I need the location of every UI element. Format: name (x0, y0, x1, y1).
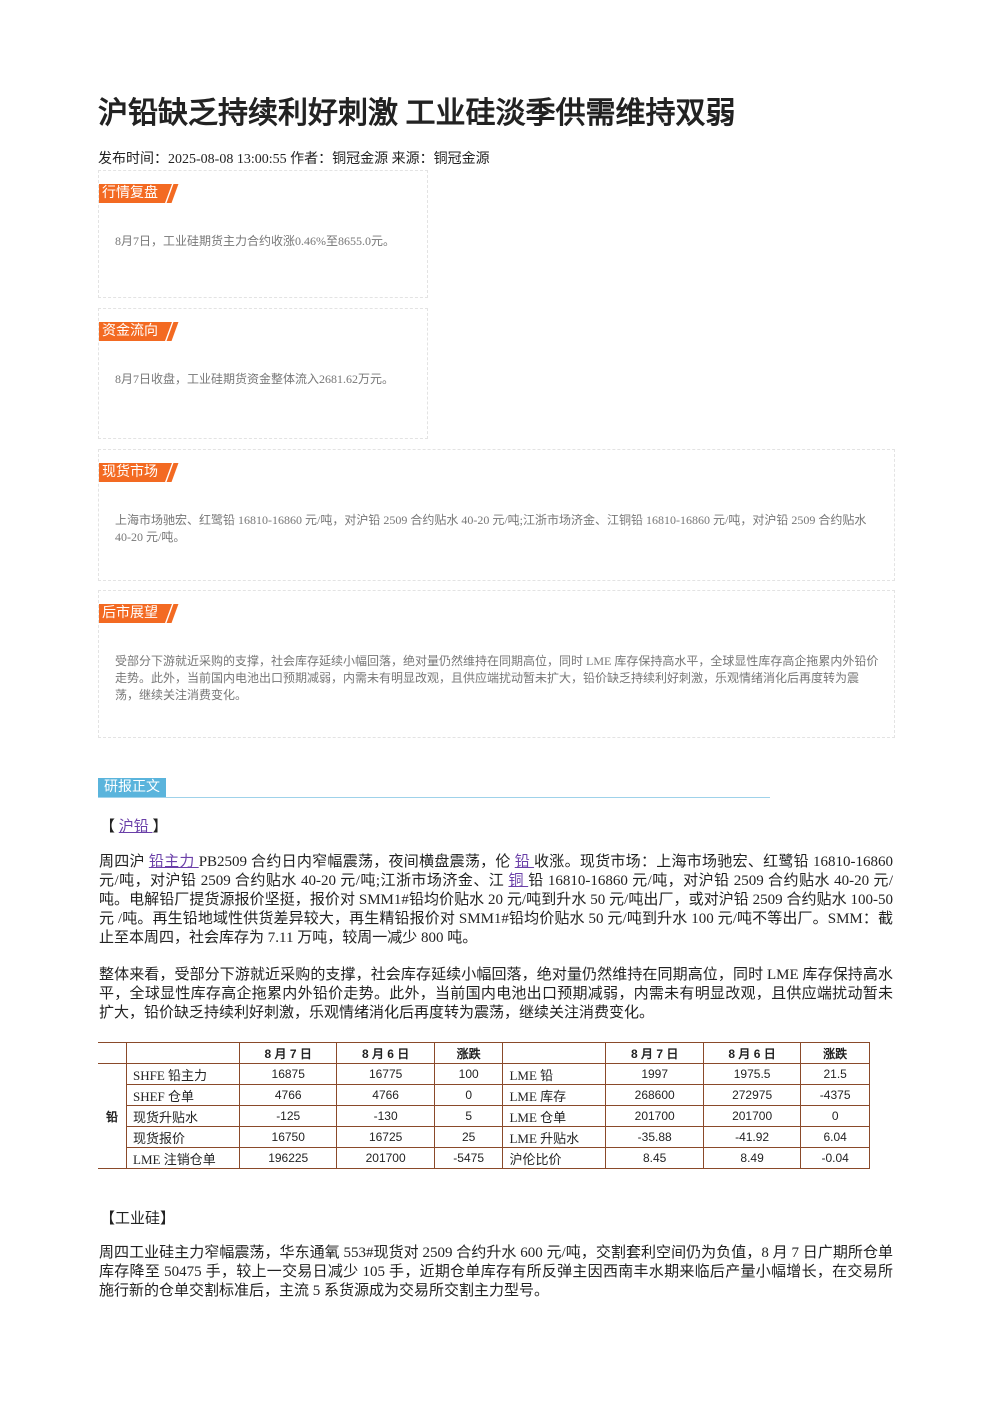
row: 现货报价 16750 16725 25 LME 升贴水 -35.88 -41.92 6.04 (98, 1126, 870, 1148)
cell: -5475 (433, 1147, 504, 1169)
cell: -35.88 (605, 1126, 704, 1148)
section-tag: 资金流向 (99, 322, 172, 341)
section-label: 【 沪铅 】 (100, 815, 168, 836)
group-cell: 铅 (98, 1063, 127, 1169)
link[interactable]: 铅 (514, 854, 535, 870)
text: PB2509 合约日内窄幅震荡，夜间横盘震荡，伦 (198, 854, 515, 870)
summary-box: 后市展望受部分下游就近采购的支撑，社会库存延续小幅回落，绝对量仍然维持在同期高位… (98, 590, 895, 738)
divider (98, 797, 770, 798)
cell: 16750 (238, 1126, 338, 1148)
link[interactable]: 铜 (508, 873, 529, 889)
summary-box: 资金流向 8月7日收盘，工业硅期货资金整体流入2681.62万元。 (98, 308, 428, 439)
cell: 16725 (336, 1126, 435, 1148)
link[interactable]: 铅主力 (148, 854, 199, 870)
summary-box: 行情复盘 8月7日，工业硅期货主力合约收涨0.46%至8655.0元。 (98, 170, 428, 298)
text: 周四沪 (99, 854, 149, 870)
section-tag: 现货市场 (99, 463, 172, 482)
cell: 21.5 (800, 1063, 870, 1085)
cell: -125 (238, 1105, 338, 1127)
summary-text: 8月7日，工业硅期货主力合约收涨0.46%至8655.0元。 (115, 234, 395, 248)
text: 整体来看，受部分下游就近采购的支撑，社会库存延续小幅回落，绝对量仍然维持在同期高… (99, 967, 893, 1021)
meta: 发布时间：2025-08-08 13:00:55 作者：铜冠金源 来源：铜冠金源 (98, 152, 490, 167)
cell: 272975 (702, 1084, 802, 1106)
cell: LME 仓单 (502, 1105, 607, 1127)
cell: 201700 (702, 1105, 802, 1127)
link[interactable]: 沪铅 (118, 819, 153, 835)
cell: LME 升贴水 (502, 1126, 607, 1148)
cell: 1997 (605, 1063, 704, 1085)
row: 铅 SHFE 铅主力 16875 16775 100 LME 铅 1997 1975.5 21.… (98, 1063, 870, 1169)
cell: 现货报价 (126, 1126, 240, 1148)
cell: 现货升贴水 (126, 1105, 240, 1127)
cell: LME 注销仓单 (126, 1147, 240, 1169)
cell: 8.45 (605, 1147, 704, 1169)
summary-box: 现货市场上海市场驰宏、红鹭铅 16810-16860 元/吨，对沪铅 2509 … (98, 449, 895, 581)
cell: -41.92 (702, 1126, 802, 1148)
cell: 100 (433, 1063, 504, 1085)
cell: 0 (433, 1084, 504, 1106)
text: 收涨。现货市场：上海市场驰宏、红鹭铅 16810-16860 元/吨，对沪铅 2… (99, 854, 893, 889)
header-cell: 8 月 6 日 (702, 1042, 802, 1064)
cell: SHEF 仓单 (126, 1084, 240, 1106)
cell: 8.49 (702, 1147, 802, 1169)
cell: 6.04 (800, 1126, 870, 1148)
cell (502, 1042, 607, 1064)
bracket: 】 (152, 819, 168, 835)
cell: 268600 (605, 1084, 704, 1106)
cell (126, 1042, 240, 1064)
cell: 196225 (238, 1147, 338, 1169)
header-cell: 8 月 6 日 (336, 1042, 435, 1064)
cell: LME 库存 (502, 1084, 607, 1106)
row: 现货升贴水 -125 -130 5 LME 仓单 201700 201700 0 (98, 1105, 870, 1127)
cell (98, 1042, 127, 1064)
cell: 25 (433, 1126, 504, 1148)
header-cell: 8 月 7 日 (238, 1042, 338, 1064)
row: LME 注销仓单 196225 201700 -5475 沪伦比价 8.45 8.49 -0.… (98, 1147, 870, 1169)
paragraph: 周四工业硅主力窄幅震荡，华东通氧 553#现货对 2509 合约升水 600 元… (99, 1245, 893, 1299)
cell: 4766 (238, 1084, 338, 1106)
cell: -4375 (800, 1084, 870, 1106)
paragraph: 周四沪 铅主力 PB2509 合约日内窄幅震荡，夜间横盘震荡，伦 铅 收涨。现货… (99, 853, 893, 948)
cell: SHFE 铅主力 (126, 1063, 240, 1085)
header-cell: 涨跌 (433, 1042, 504, 1064)
section-tag: 行情复盘 (99, 184, 172, 203)
cell: 5 (433, 1105, 504, 1127)
cell: 0 (800, 1105, 870, 1127)
section-label: 【工业硅】 (100, 1211, 176, 1227)
cell: 201700 (605, 1105, 704, 1127)
section-tag: 研报正文 (98, 778, 166, 797)
cell: 沪伦比价 (502, 1147, 607, 1169)
cell: 16775 (336, 1063, 435, 1085)
cell: LME 铅 (502, 1063, 607, 1085)
paragraph: 整体来看，受部分下游就近采购的支撑，社会库存延续小幅回落，绝对量仍然维持在同期高… (99, 966, 893, 1023)
summary-text: 受部分下游就近采购的支撑，社会库存延续小幅回落，绝对量仍然维持在同期高位，同时 … (115, 654, 879, 702)
bracket: 【 (100, 819, 119, 835)
cell: -130 (336, 1105, 435, 1127)
text: 铅 16810-16860 元/吨，对沪铅 2509 合约贴水 40-20 元/… (99, 873, 893, 946)
title: 沪铅缺乏持续利好刺激 工业硅淡季供需维持双弱 (98, 97, 736, 130)
cell: 1975.5 (702, 1063, 802, 1085)
cell: -0.04 (800, 1147, 870, 1169)
header-cell: 涨跌 (800, 1042, 870, 1064)
row: SHEF 仓单 4766 4766 0 LME 库存 268600 272975 -4375 (98, 1084, 870, 1106)
cell: 201700 (336, 1147, 435, 1169)
cell: 16875 (238, 1063, 338, 1085)
summary-text: 上海市场驰宏、红鹭铅 16810-16860 元/吨，对沪铅 2509 合约贴水… (115, 513, 867, 544)
summary-text: 8月7日收盘，工业硅期货资金整体流入2681.62万元。 (115, 372, 395, 386)
cell: 4766 (336, 1084, 435, 1106)
section-tag: 后市展望 (99, 604, 172, 623)
header-cell: 8 月 7 日 (605, 1042, 704, 1064)
